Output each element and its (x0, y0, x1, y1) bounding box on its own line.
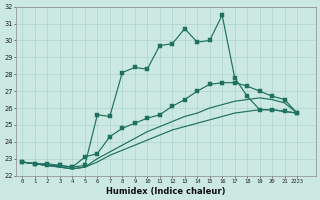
X-axis label: Humidex (Indice chaleur): Humidex (Indice chaleur) (106, 187, 226, 196)
